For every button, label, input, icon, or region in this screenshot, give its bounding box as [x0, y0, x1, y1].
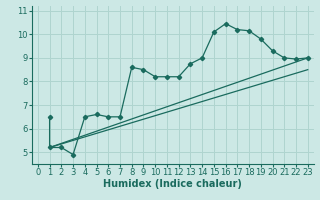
X-axis label: Humidex (Indice chaleur): Humidex (Indice chaleur) [103, 179, 242, 189]
